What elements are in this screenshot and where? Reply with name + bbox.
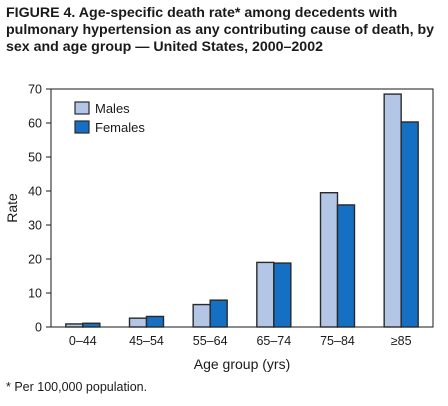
bar-males-4 bbox=[319, 191, 339, 328]
y-axis-title: Rate bbox=[4, 193, 20, 223]
bar-females-4 bbox=[336, 204, 356, 328]
legend-label-females: Females bbox=[95, 120, 145, 135]
bar-males-2 bbox=[192, 303, 211, 328]
plot-frame bbox=[50, 88, 434, 328]
x-axis: 0–44 45–54 55–64 65–74 75–84 ≥85 bbox=[69, 334, 412, 348]
x-axis-title: Age group (yrs) bbox=[194, 356, 290, 372]
y-tick-label: 40 bbox=[28, 185, 42, 199]
bar-females-2 bbox=[209, 299, 228, 328]
y-tick-label: 20 bbox=[28, 253, 42, 267]
bar-males-1 bbox=[128, 317, 148, 328]
bar-males-0 bbox=[65, 323, 84, 328]
x-tick-label: 45–54 bbox=[129, 334, 164, 348]
legend-label-males: Males bbox=[95, 101, 130, 116]
y-axis: 0 10 20 30 40 50 60 70 bbox=[28, 83, 51, 335]
bar-females-0 bbox=[82, 322, 101, 328]
x-tick-label: 0–44 bbox=[69, 334, 97, 348]
x-tick-label: 55–64 bbox=[193, 334, 228, 348]
bar-females-1 bbox=[145, 315, 165, 328]
y-tick-label: 50 bbox=[28, 151, 42, 165]
footnote: * Per 100,000 population. bbox=[6, 380, 148, 394]
y-tick-label: 10 bbox=[28, 287, 42, 301]
bar-females-5 bbox=[400, 121, 419, 328]
bar-females-3 bbox=[273, 262, 292, 328]
bars bbox=[65, 93, 419, 328]
legend: Males Females bbox=[74, 101, 145, 135]
x-tick-label: 75–84 bbox=[320, 334, 355, 348]
x-tick-label: ≥85 bbox=[391, 334, 412, 348]
y-tick-label: 60 bbox=[28, 117, 42, 131]
legend-swatch-females bbox=[74, 120, 90, 134]
bar-males-3 bbox=[256, 261, 275, 328]
y-tick-label: 0 bbox=[35, 321, 42, 335]
y-tick-label: 30 bbox=[28, 219, 42, 233]
x-tick-label: 65–74 bbox=[256, 334, 291, 348]
bar-males-5 bbox=[383, 93, 402, 328]
figure-title: FIGURE 4. Age-specific death rate* among… bbox=[6, 5, 435, 55]
y-tick-label: 70 bbox=[28, 83, 42, 97]
legend-swatch-males bbox=[74, 101, 90, 115]
